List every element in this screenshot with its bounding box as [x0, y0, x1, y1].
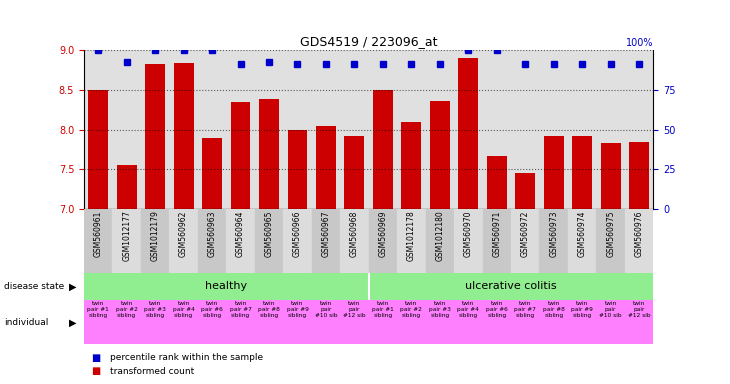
Text: twin
pair #1
sibling: twin pair #1 sibling: [372, 301, 393, 318]
Bar: [369, 273, 653, 300]
Text: GSM560968: GSM560968: [350, 210, 359, 257]
Text: GSM560963: GSM560963: [207, 210, 217, 257]
Bar: [169, 209, 198, 273]
Text: GSM560967: GSM560967: [321, 210, 331, 257]
Bar: [511, 209, 539, 273]
Text: GSM1012180: GSM1012180: [435, 210, 445, 261]
Text: GSM560970: GSM560970: [464, 210, 473, 257]
Bar: [312, 209, 340, 273]
Bar: [539, 209, 568, 273]
Bar: [458, 58, 478, 209]
Bar: [174, 63, 193, 209]
Bar: [198, 209, 226, 273]
Text: twin
pair
#12 sib: twin pair #12 sib: [343, 301, 366, 318]
Text: GSM560965: GSM560965: [264, 210, 274, 257]
Bar: [515, 174, 535, 209]
Text: twin
pair #1
sibling: twin pair #1 sibling: [88, 301, 109, 318]
Bar: [426, 209, 454, 273]
Text: GSM560969: GSM560969: [378, 210, 388, 257]
Text: twin
pair #4
sibling: twin pair #4 sibling: [458, 301, 479, 318]
Text: percentile rank within the sample: percentile rank within the sample: [110, 353, 263, 362]
Text: twin
pair #7
sibling: twin pair #7 sibling: [515, 301, 536, 318]
Text: twin
pair #3
sibling: twin pair #3 sibling: [145, 301, 166, 318]
Text: disease state: disease state: [4, 282, 64, 291]
Text: twin
pair #9
sibling: twin pair #9 sibling: [572, 301, 593, 318]
Bar: [402, 122, 421, 209]
Text: twin
pair #6
sibling: twin pair #6 sibling: [201, 301, 223, 318]
Bar: [231, 102, 250, 209]
Bar: [601, 143, 620, 209]
Text: twin
pair #7
sibling: twin pair #7 sibling: [230, 301, 251, 318]
Text: twin
pair #3
sibling: twin pair #3 sibling: [429, 301, 450, 318]
Bar: [345, 136, 364, 209]
Text: ▶: ▶: [69, 317, 77, 328]
Bar: [430, 101, 450, 209]
Bar: [288, 130, 307, 209]
Bar: [117, 166, 137, 209]
Text: GSM1012178: GSM1012178: [407, 210, 416, 261]
Bar: [141, 209, 169, 273]
Bar: [483, 209, 511, 273]
Bar: [226, 209, 255, 273]
Text: healthy: healthy: [205, 281, 247, 291]
Text: ulcerative colitis: ulcerative colitis: [465, 281, 557, 291]
Text: twin
pair #4
sibling: twin pair #4 sibling: [173, 301, 194, 318]
Text: twin
pair #9
sibling: twin pair #9 sibling: [287, 301, 308, 318]
Text: GSM1012177: GSM1012177: [122, 210, 131, 262]
Text: GSM560975: GSM560975: [606, 210, 615, 257]
Text: GSM560961: GSM560961: [93, 210, 103, 257]
Text: GSM560964: GSM560964: [236, 210, 245, 257]
Text: GSM560973: GSM560973: [549, 210, 558, 257]
Text: twin
pair #6
sibling: twin pair #6 sibling: [486, 301, 507, 318]
Bar: [202, 137, 222, 209]
Text: twin
pair #2
sibling: twin pair #2 sibling: [116, 301, 137, 318]
Text: GDS4519 / 223096_at: GDS4519 / 223096_at: [300, 35, 437, 48]
Bar: [544, 136, 564, 209]
Text: twin
pair #2
sibling: twin pair #2 sibling: [401, 301, 422, 318]
Bar: [369, 209, 397, 273]
Text: GSM560971: GSM560971: [492, 210, 502, 257]
Text: GSM560974: GSM560974: [577, 210, 587, 257]
Bar: [596, 209, 625, 273]
Text: transformed count: transformed count: [110, 367, 193, 376]
Bar: [487, 156, 507, 209]
Bar: [84, 209, 112, 273]
Bar: [88, 90, 108, 209]
Bar: [397, 209, 426, 273]
Bar: [454, 209, 483, 273]
Bar: [340, 209, 369, 273]
Text: 100%: 100%: [626, 38, 653, 48]
Text: ■: ■: [91, 366, 101, 376]
Text: twin
pair
#12 sib: twin pair #12 sib: [628, 301, 650, 318]
Bar: [568, 209, 596, 273]
Text: twin
pair
#10 sib: twin pair #10 sib: [315, 301, 337, 318]
Text: twin
pair #8
sibling: twin pair #8 sibling: [258, 301, 280, 318]
Text: twin
pair
#10 sib: twin pair #10 sib: [599, 301, 622, 318]
Bar: [84, 273, 369, 300]
Text: ■: ■: [91, 353, 101, 363]
Text: GSM560966: GSM560966: [293, 210, 302, 257]
Bar: [283, 209, 312, 273]
Text: GSM560976: GSM560976: [634, 210, 644, 257]
Bar: [145, 64, 165, 209]
Bar: [572, 136, 592, 209]
Bar: [255, 209, 283, 273]
Text: twin
pair #8
sibling: twin pair #8 sibling: [543, 301, 564, 318]
Text: GSM560962: GSM560962: [179, 210, 188, 257]
Text: GSM1012179: GSM1012179: [150, 210, 160, 262]
Bar: [625, 209, 653, 273]
Text: ▶: ▶: [69, 281, 77, 291]
Bar: [112, 209, 141, 273]
Text: GSM560972: GSM560972: [520, 210, 530, 257]
Bar: [629, 142, 649, 209]
Text: individual: individual: [4, 318, 48, 327]
Bar: [373, 90, 393, 209]
Bar: [259, 99, 279, 209]
Bar: [316, 126, 336, 209]
